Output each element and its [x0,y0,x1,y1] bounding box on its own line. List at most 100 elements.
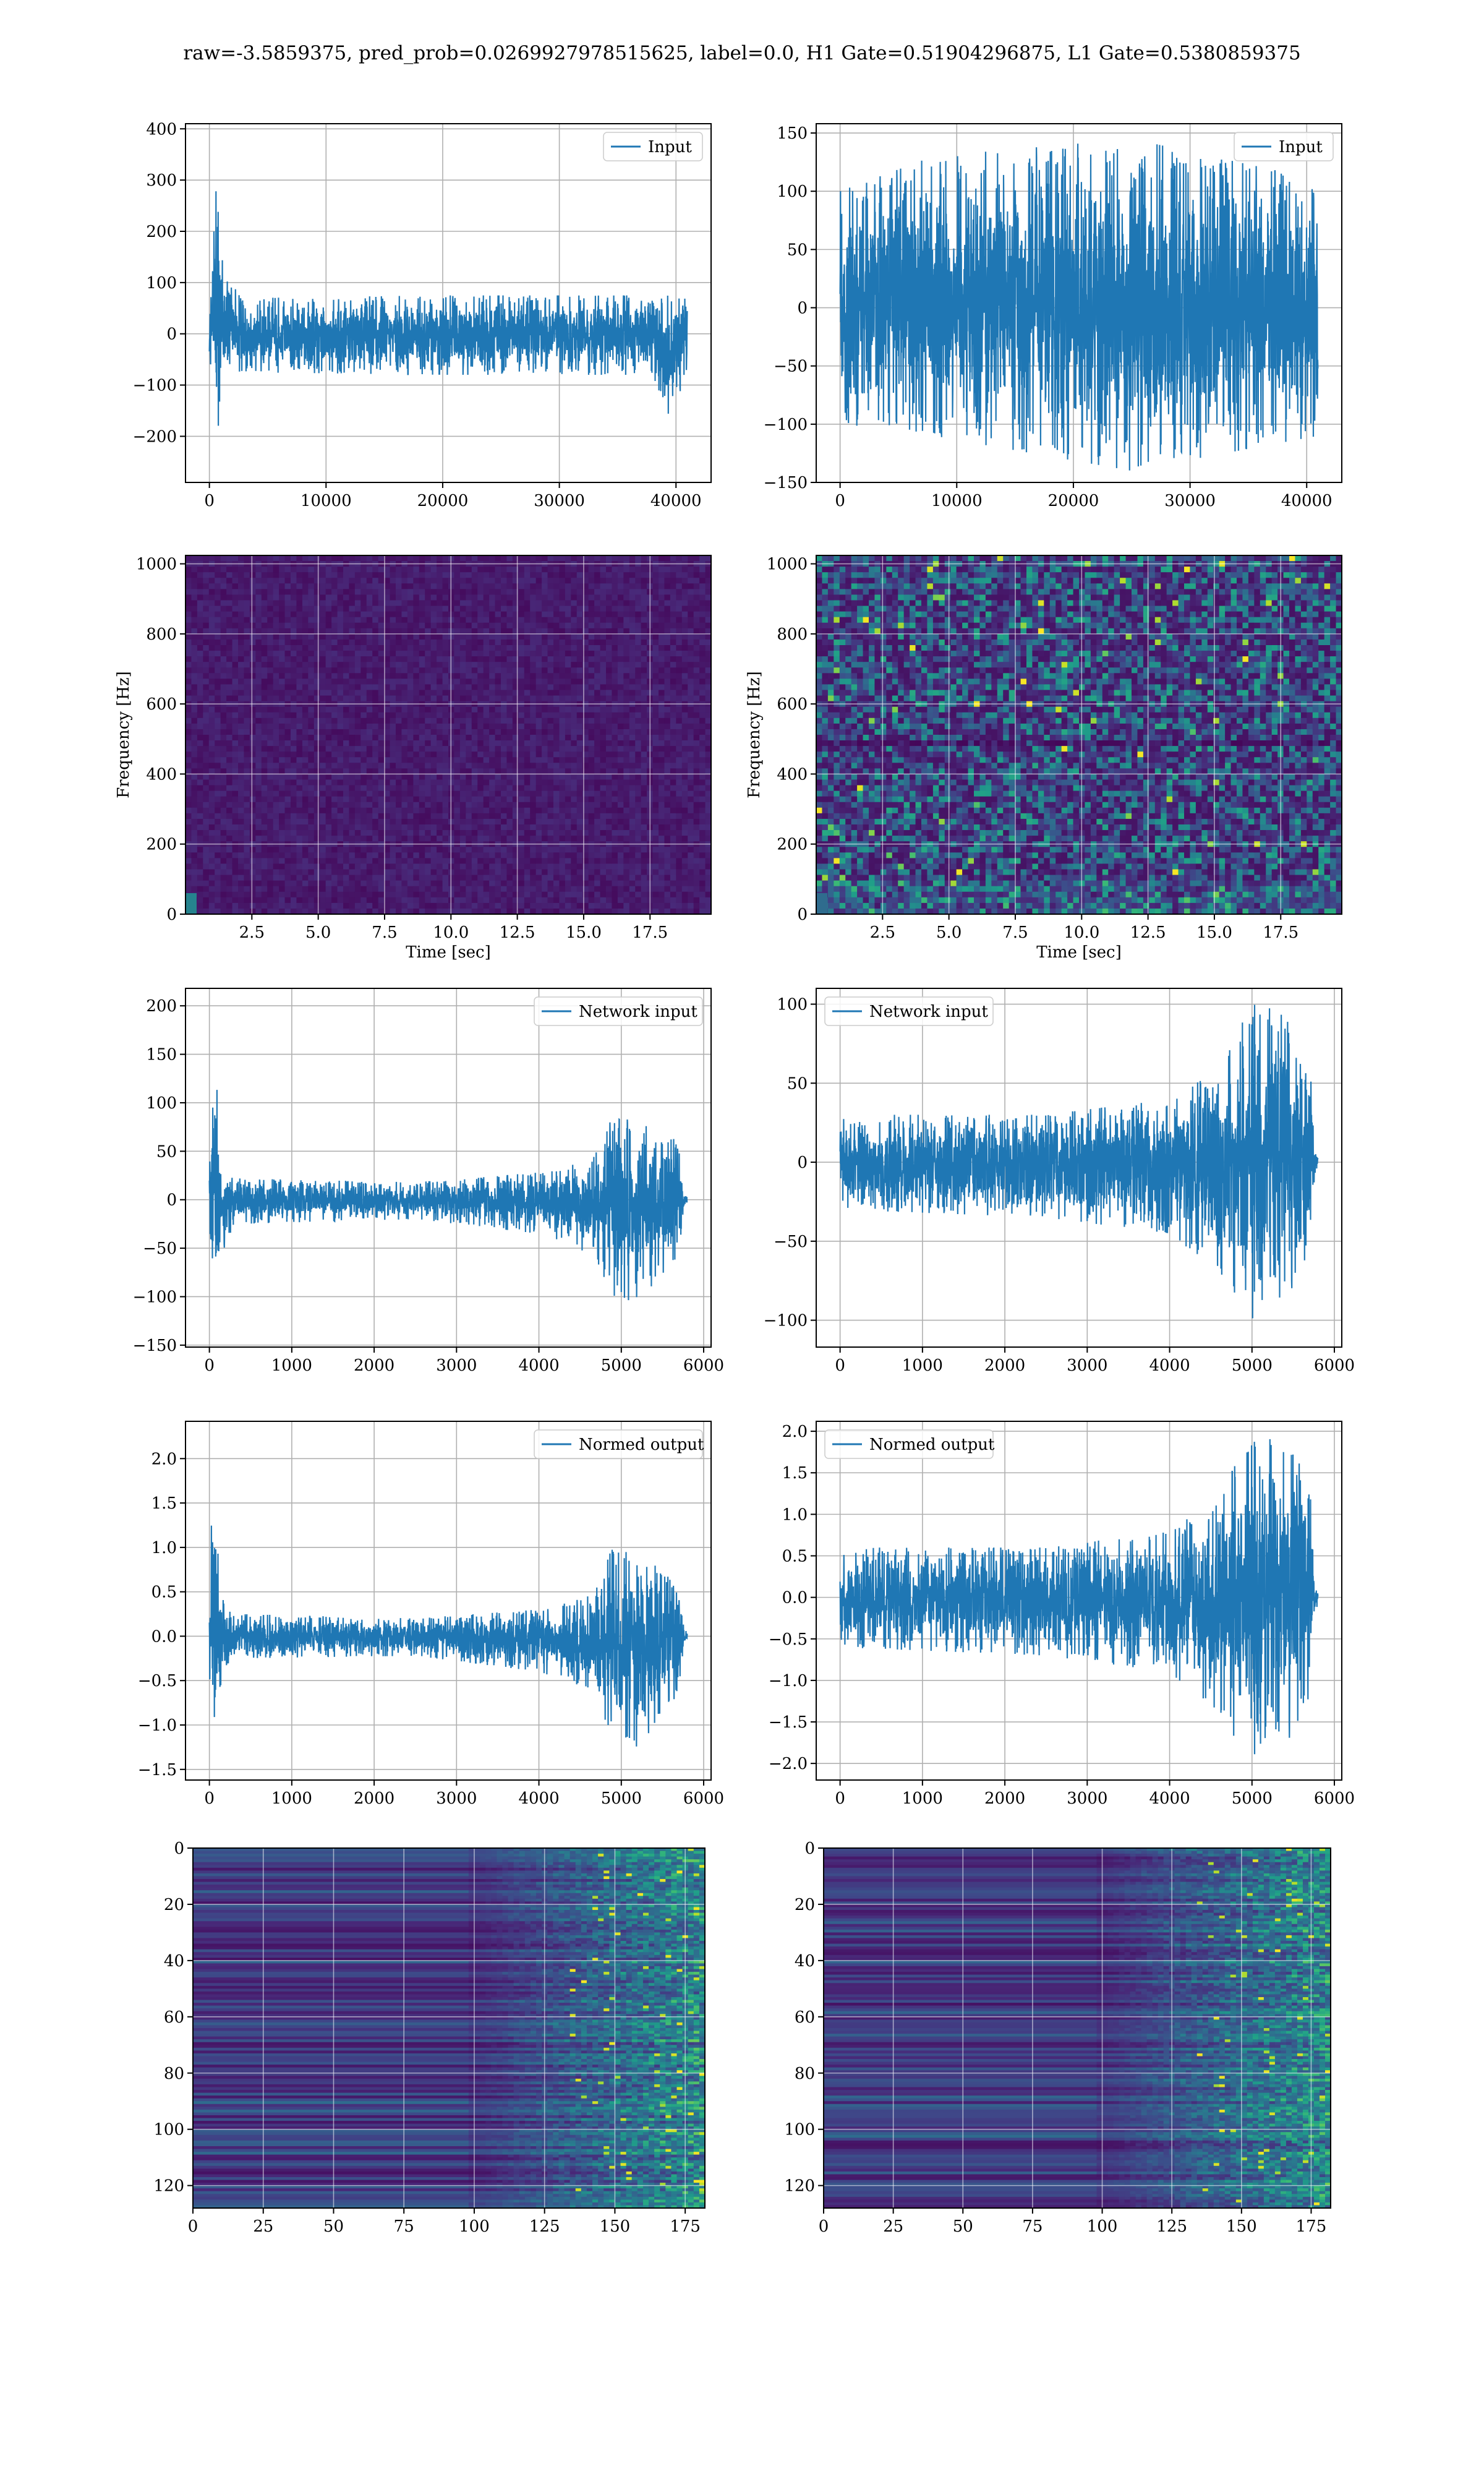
heatmap-cell [308,858,315,865]
heatmap-cell [430,639,437,646]
heatmap-cell [518,757,525,763]
heatmap-cell [617,684,624,691]
heatmap-cell [279,813,286,820]
heatmap-cell [313,617,320,623]
heatmap-cell [617,807,624,814]
heatmap-cell [588,639,595,646]
heatmap-cell [559,813,566,820]
heatmap-cell [576,578,583,584]
heatmap-cell [302,902,309,909]
heatmap-cell [518,824,525,831]
heatmap-cell [291,717,297,724]
heatmap-cell [535,875,542,881]
heatmap-cell [454,594,461,601]
heatmap-cell [372,606,379,612]
heatmap-cell [606,858,613,865]
heatmap-cell [208,813,215,820]
heatmap-cell [495,891,501,898]
heatmap-cell [390,830,396,836]
heatmap-cell [623,684,630,691]
heatmap-cell [313,673,320,679]
heatmap-cell [535,897,542,904]
heatmap-cell [284,886,291,892]
heatmap-cell [495,678,501,685]
heatmap-cell [186,869,192,876]
heatmap-cell [331,656,338,662]
heatmap-cell [220,886,227,892]
heatmap-cell [582,594,589,601]
heatmap-cell [232,651,239,657]
heatmap-cell [413,886,420,892]
heatmap-cell [331,763,338,769]
heatmap-cell [407,567,414,573]
heatmap-cell [366,807,373,814]
heatmap-cell [571,790,578,797]
heatmap-cell [232,796,239,803]
heatmap-cell [535,583,542,589]
heatmap-cell [337,824,344,831]
heatmap-cell [454,662,461,668]
heatmap-cell [542,606,548,612]
heatmap-cell [588,695,595,702]
heatmap-cell [419,908,425,914]
heatmap-cell [203,717,210,724]
heatmap-cell [354,622,361,629]
heatmap-cell [384,891,391,898]
heatmap-cell [518,651,525,657]
heatmap-cell [471,673,478,679]
heatmap-cell [612,891,618,898]
heatmap-cell [343,723,350,730]
heatmap-cell [612,589,618,596]
heatmap-cell [296,712,303,719]
heatmap-cell [512,594,519,601]
heatmap-cell [279,589,286,596]
heatmap-cell [565,735,571,741]
heatmap-cell [186,678,192,685]
heatmap-cell [313,869,320,876]
heatmap-cell [232,622,239,629]
heatmap-cell [384,757,391,763]
heatmap-cell [419,589,425,596]
heatmap-cell [553,807,560,814]
heatmap-cell [238,763,245,769]
heatmap-cell [506,611,513,618]
heatmap-cell [489,908,496,914]
heatmap-cell [547,768,554,775]
heatmap-cell [343,567,350,573]
heatmap-cell [542,790,548,797]
heatmap-cell [407,684,414,691]
heatmap-cell [606,735,613,741]
heatmap-cell [530,902,537,909]
heatmap-cell [291,818,297,825]
heatmap-cell [249,740,256,747]
heatmap-cell [255,847,262,853]
heatmap-cell [547,897,554,904]
heatmap-cell [220,600,227,607]
heatmap-cell [483,774,490,781]
heatmap-cell [255,757,262,763]
heatmap-cell [425,790,432,797]
heatmap-cell [308,740,315,747]
heatmap-cell [249,897,256,904]
heatmap-cell [343,875,350,881]
heatmap-cell [302,763,309,769]
heatmap-cell [203,768,210,775]
heatmap-cell [197,824,203,831]
heatmap-cell [594,639,601,646]
heatmap-cell [477,735,484,741]
heatmap-cell [284,891,291,898]
heatmap-cell [413,830,420,836]
heatmap-cell [302,774,309,781]
heatmap-cell [588,790,595,797]
heatmap-cell [296,824,303,831]
heatmap-cell [571,567,578,573]
heatmap-cell [425,824,432,831]
heatmap-cell [454,695,461,702]
heatmap-cell [360,684,367,691]
heatmap-cell [396,673,403,679]
heatmap-cell [623,678,630,685]
heatmap-cell [343,824,350,831]
heatmap-cell [208,735,215,741]
heatmap-cell [284,589,291,596]
heatmap-cell [576,555,583,562]
